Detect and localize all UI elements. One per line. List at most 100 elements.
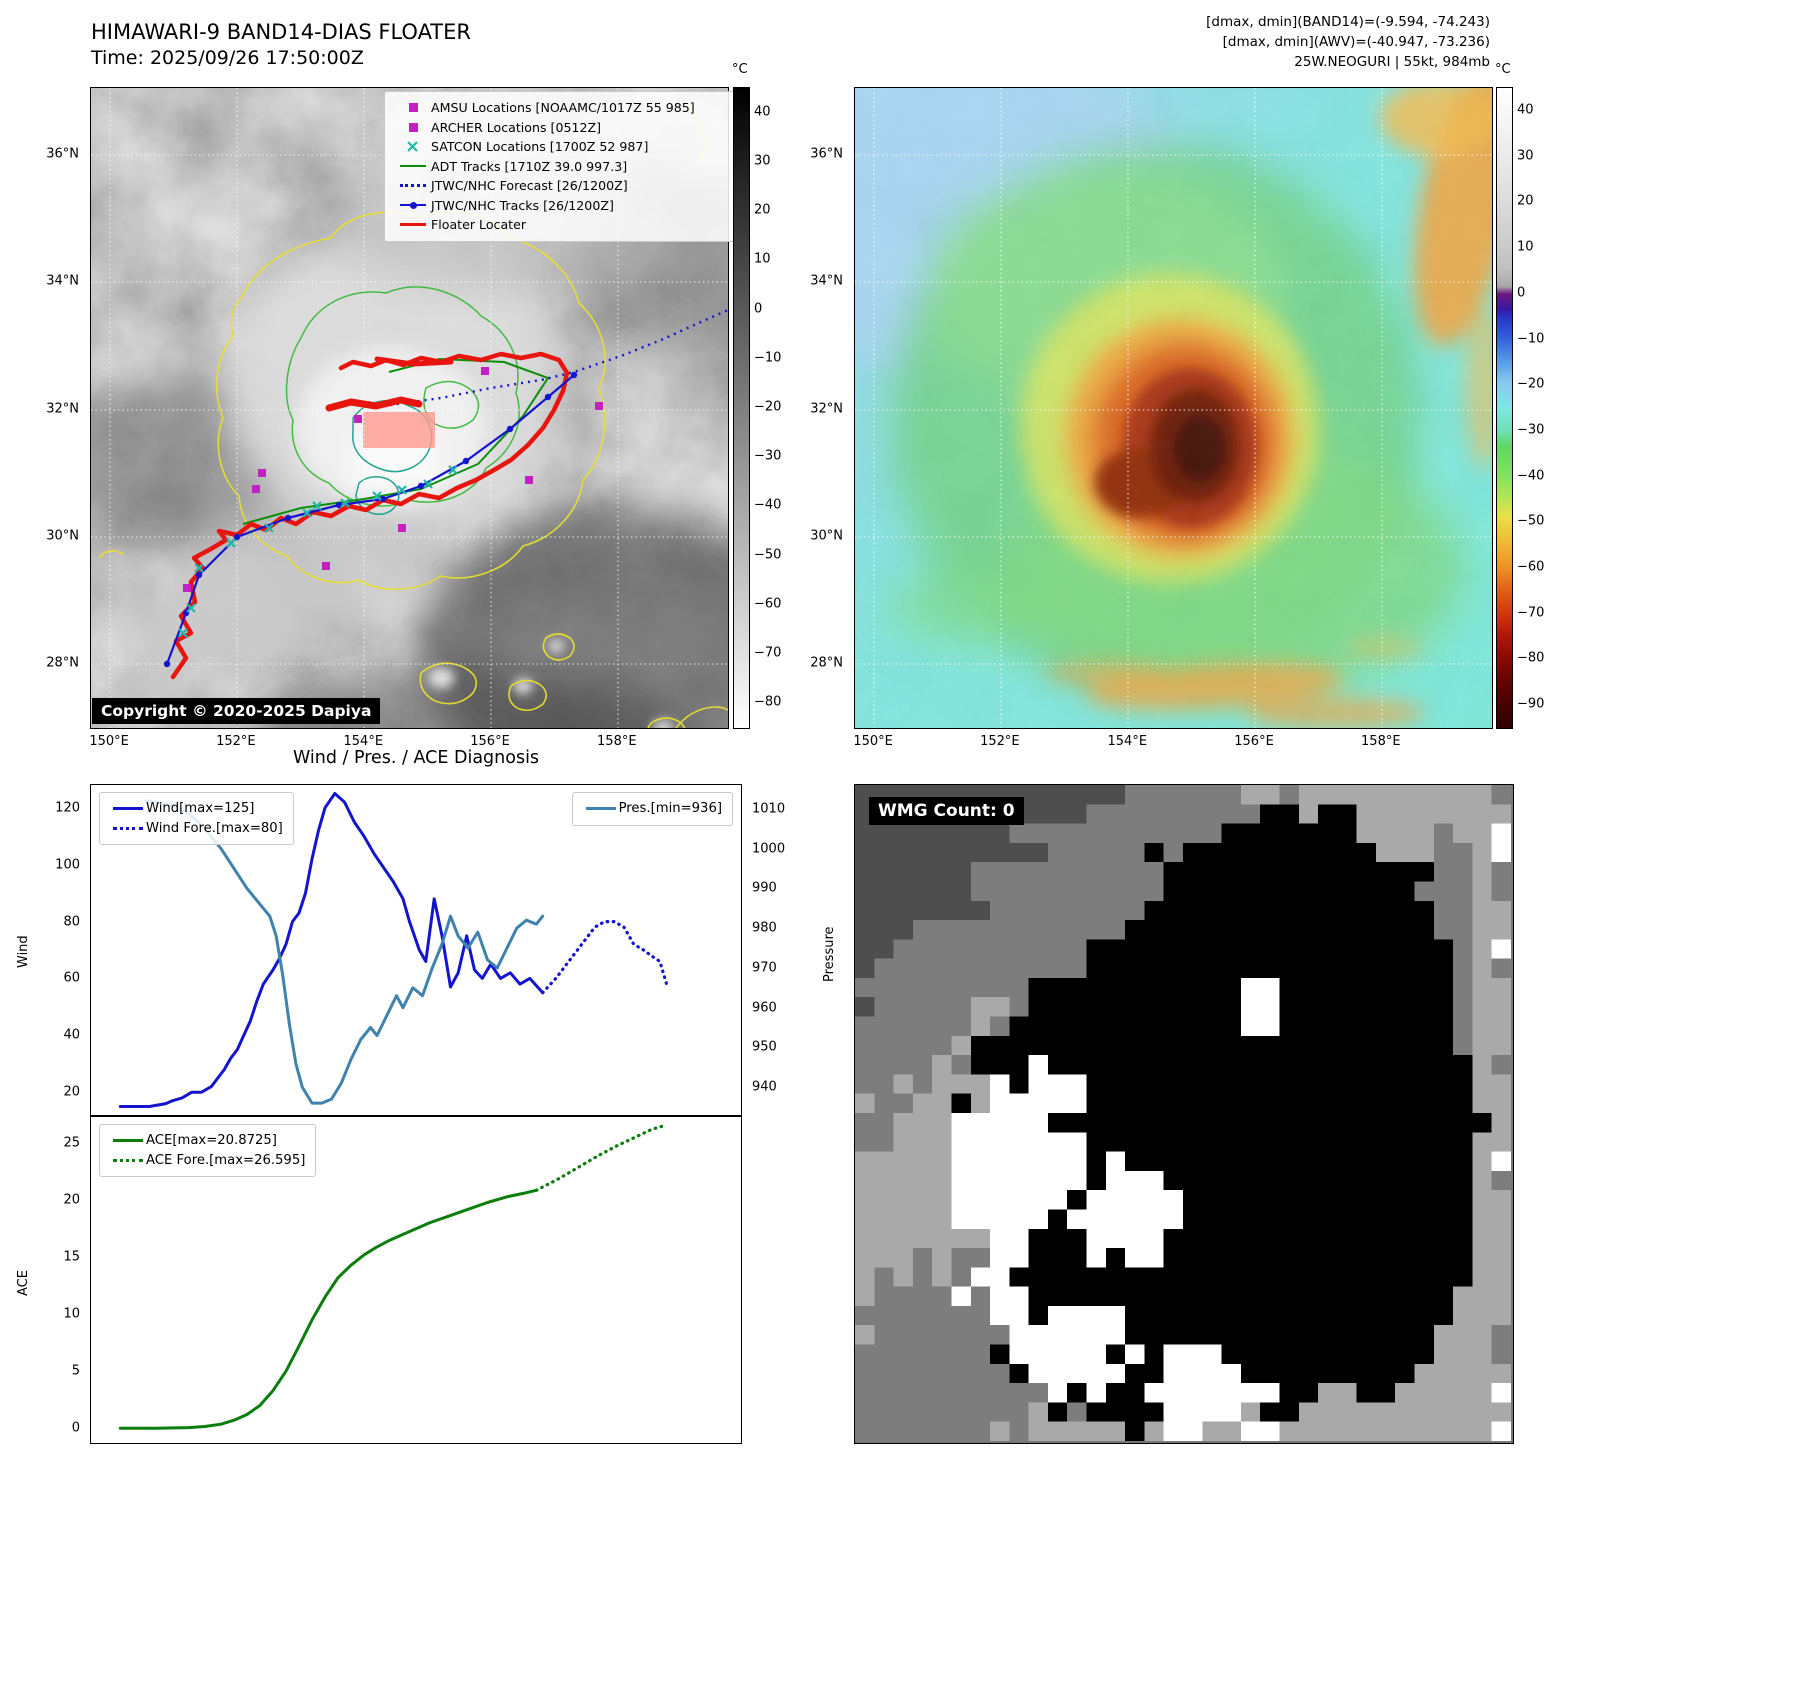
colorbar-tick-label: 0 (1517, 285, 1526, 301)
legend-entry-forecast: JTWC/NHC Forecast [26/1200Z] (395, 176, 739, 196)
legend-label: JTWC/NHC Tracks [26/1200Z] (431, 197, 614, 213)
legend-label: Wind[max=125] (146, 801, 255, 817)
colorbar-tick-label: −80 (754, 694, 782, 710)
floater-locater-north-segment (374, 356, 454, 367)
chart-tick-label: 25 (63, 1135, 80, 1151)
pressure-axis-label: Pressure (822, 926, 837, 982)
axis-tick-label: 150°E (853, 734, 893, 749)
chart-tick-label: 0 (71, 1420, 80, 1436)
axis-tick-label: 34°N (810, 273, 843, 289)
band14-y-axis: 36°N 34°N 32°N 30°N 28°N (33, 87, 85, 727)
colorbar-tick-label: 30 (1517, 148, 1534, 164)
teal-x-icon (395, 140, 431, 153)
magenta-square-icon (395, 103, 431, 113)
legend-entry-adt: ADT Tracks [1710Z 39.0 997.3] (395, 157, 739, 177)
chart-tick-label: 950 (752, 1039, 777, 1055)
chart-tick-label: 990 (752, 880, 777, 896)
colorbar-tick-label: 20 (1517, 193, 1534, 209)
axis-tick-label: 154°E (343, 734, 384, 749)
chart-tick-label: 10 (63, 1306, 80, 1322)
ace-axis-label: ACE (16, 1270, 31, 1296)
chart-tick-label: 1000 (752, 841, 786, 857)
awv-colorbar-ticks: 40 30 20 10 0 −10 −20 −30 −40 −50 −60 −70 −80 −90 (1517, 87, 1557, 727)
series-ACE Fore.[max=26.595] (534, 1123, 668, 1192)
band14-gridlines (91, 88, 728, 728)
band14-floater-box (363, 412, 435, 448)
axis-tick-label: 36°N (810, 146, 843, 162)
blue-dotted-line-icon (395, 184, 431, 188)
dmax-dmin-band14: [dmax, dmin](BAND14)=(-9.594, -74.243) (1206, 14, 1490, 30)
band14-colorbar-unit: °C (732, 62, 748, 77)
chart-tick-label: 120 (55, 800, 80, 816)
jtwc-track-markers (163, 371, 578, 668)
green-line-icon (395, 165, 431, 168)
magenta-square-icon (395, 122, 431, 132)
ace-chart: ACE[max=20.8725] ACE Fore.[max=26.595] (90, 1116, 742, 1444)
jtwc-forecast-dotted-line (382, 308, 729, 408)
awv-texture (855, 88, 1492, 728)
wind-axis-label: Wind (16, 935, 31, 968)
axis-tick-label: 158°E (597, 734, 637, 749)
colorbar-tick-label: 40 (754, 104, 771, 120)
axis-tick-label: 150°E (89, 734, 129, 749)
awv-gridlines (855, 88, 1492, 728)
colorbar-tick-label: 40 (1517, 102, 1534, 118)
legend-label: Pres.[min=936] (618, 801, 722, 817)
chart-tick-label: 100 (55, 857, 80, 873)
floater-locater-core-segment (325, 396, 423, 412)
series-Pres.[min=936] (144, 799, 545, 1105)
green-line-icon (110, 1139, 146, 1143)
chart-tick-label: 940 (752, 1079, 777, 1095)
colorbar-tick-label: −50 (1517, 513, 1545, 529)
awv-x-axis: 150°E 152°E 154°E 156°E 158°E (853, 734, 1491, 752)
blue-dotted-line-icon (110, 826, 146, 830)
colorbar-tick-label: −50 (754, 547, 782, 563)
legend-entry-amsu: AMSU Locations [NOAAMC/1017Z 55 985] (395, 98, 739, 118)
axis-tick-label: 30°N (46, 528, 79, 544)
storm-id-intensity: 25W.NEOGURI | 55kt, 984mb (1294, 54, 1490, 70)
colorbar-tick-label: 20 (754, 202, 771, 218)
series-ACE[max=20.8725] (118, 1188, 538, 1430)
wind-y-axis-ticks: 20 40 60 80 100 120 (40, 785, 86, 1115)
colorbar-tick-label: −90 (1517, 696, 1545, 712)
series-Wind[max=125] (118, 792, 545, 1108)
wmg-pixel-image (855, 785, 1511, 1441)
colorbar-tick-label: −30 (754, 448, 782, 464)
copyright-banner: Copyright © 2020-2025 Dapiya (92, 698, 381, 724)
colorbar-tick-label: −60 (754, 596, 782, 612)
legend-entry-pres: Pres.[min=936] (583, 799, 722, 819)
chart-tick-label: 60 (63, 970, 80, 986)
band14-colorbar-ticks: 40 30 20 10 0 −10 −20 −30 −40 −50 −60 −70 −80 (754, 87, 794, 727)
dmax-dmin-awv: [dmax, dmin](AWV)=(-40.947, -73.236) (1222, 34, 1490, 50)
awv-satellite-image (735, 38, 1516, 729)
colorbar-tick-label: 30 (754, 153, 771, 169)
band14-legend: AMSU Locations [NOAAMC/1017Z 55 985] ARC… (384, 91, 750, 242)
colorbar-tick-label: −30 (1517, 422, 1545, 438)
chart-tick-label: 15 (63, 1249, 80, 1265)
band14-title: HIMAWARI-9 BAND14-DIAS FLOATER (91, 20, 471, 44)
axis-tick-label: 34°N (46, 273, 79, 289)
chart-tick-label: 20 (63, 1084, 80, 1100)
legend-label: ACE Fore.[max=26.595] (146, 1152, 306, 1168)
axis-tick-label: 152°E (980, 734, 1020, 749)
legend-entry-ace: ACE[max=20.8725] (110, 1131, 305, 1151)
pressure-y-axis-ticks: 940 950 960 970 980 990 1000 1010 (746, 785, 792, 1115)
chart-tick-label: 80 (63, 914, 80, 930)
awv-y-axis: 36°N 34°N 32°N 30°N 28°N (797, 87, 849, 727)
chart-tick-label: 5 (71, 1363, 80, 1379)
colorbar-tick-label: −80 (1517, 650, 1545, 666)
wmg-count-label: WMG Count: 0 (869, 797, 1024, 825)
chart-tick-label: 960 (752, 1000, 777, 1016)
colorbar-tick-label: 0 (754, 301, 763, 316)
legend-label: Wind Fore.[max=80] (146, 820, 283, 836)
band14-time: Time: 2025/09/26 17:50:00Z (91, 47, 364, 69)
colorbar-tick-label: −10 (1517, 331, 1545, 347)
legend-entry-floater: Floater Locater (395, 215, 739, 235)
chart-tick-label: 20 (63, 1192, 80, 1208)
colorbar-tick-label: −70 (754, 645, 782, 661)
axis-tick-label: 32°N (46, 401, 79, 417)
chart-tick-label: 970 (752, 960, 777, 976)
axis-tick-label: 36°N (46, 146, 79, 162)
axis-tick-label: 158°E (1361, 734, 1401, 749)
awv-colorbar (1496, 87, 1513, 729)
